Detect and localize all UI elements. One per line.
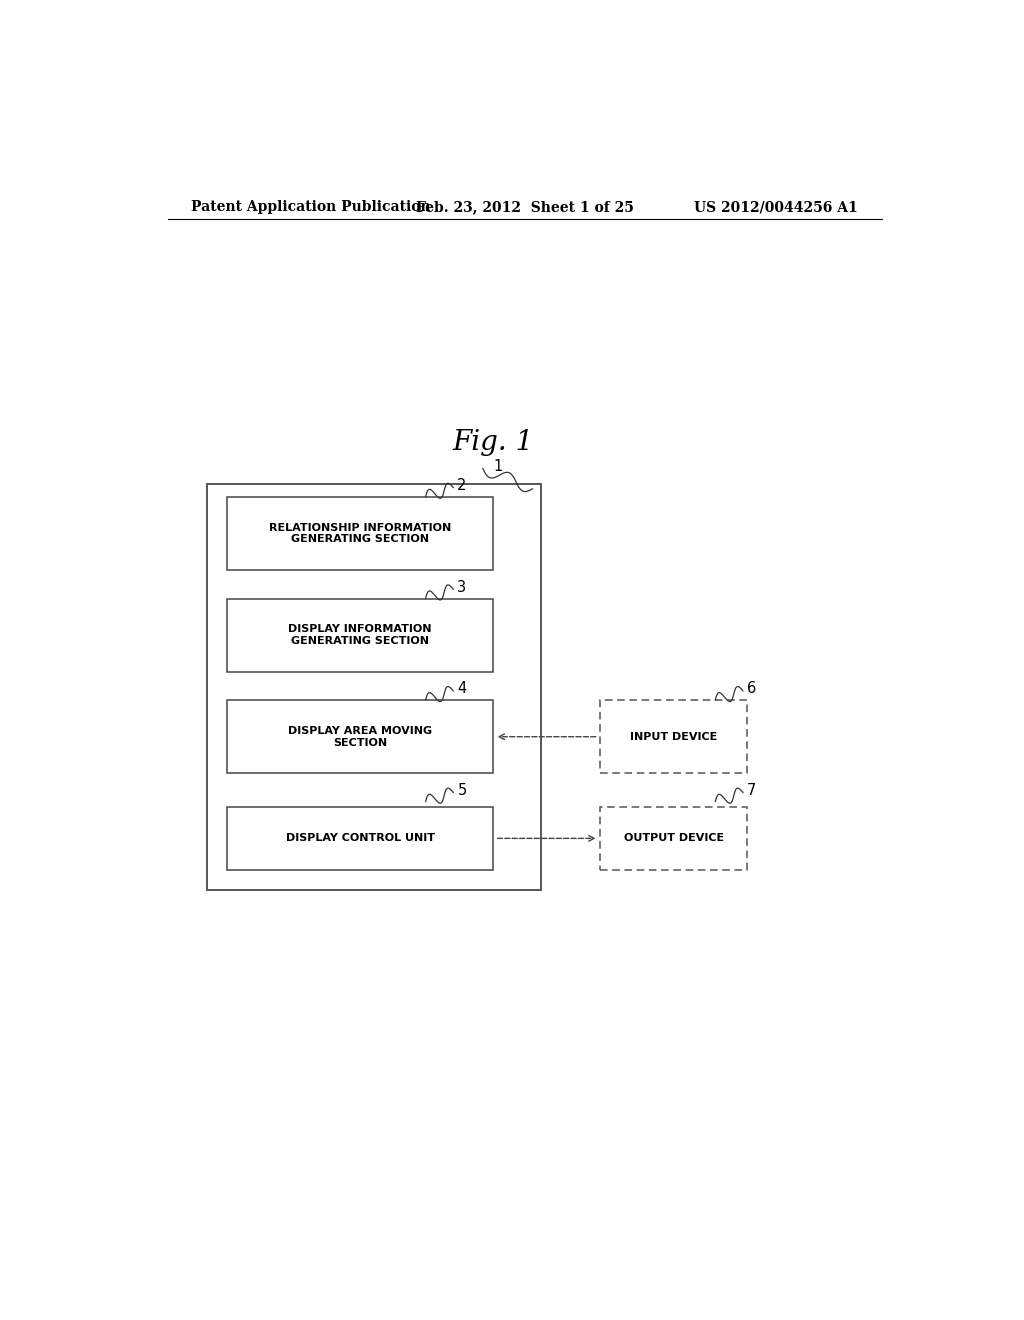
Bar xyxy=(600,807,748,870)
Text: 1: 1 xyxy=(494,459,503,474)
Text: INPUT DEVICE: INPUT DEVICE xyxy=(630,731,717,742)
Bar xyxy=(227,496,494,570)
Text: 7: 7 xyxy=(748,783,757,799)
Text: RELATIONSHIP INFORMATION
DISPLAY DEVICE: RELATIONSHIP INFORMATION DISPLAY DEVICE xyxy=(250,519,444,546)
Text: 2: 2 xyxy=(458,478,467,494)
Bar xyxy=(227,598,494,672)
Bar xyxy=(600,700,748,774)
Text: DISPLAY CONTROL UNIT: DISPLAY CONTROL UNIT xyxy=(286,833,434,843)
Text: Feb. 23, 2012  Sheet 1 of 25: Feb. 23, 2012 Sheet 1 of 25 xyxy=(416,201,634,214)
Text: DISPLAY AREA MOVING
SECTION: DISPLAY AREA MOVING SECTION xyxy=(288,726,432,747)
Text: 6: 6 xyxy=(748,681,757,697)
Text: RELATIONSHIP INFORMATION
GENERATING SECTION: RELATIONSHIP INFORMATION GENERATING SECT… xyxy=(269,523,452,544)
Text: 4: 4 xyxy=(458,681,467,697)
Text: Fig. 1: Fig. 1 xyxy=(453,429,534,457)
Text: OUTPUT DEVICE: OUTPUT DEVICE xyxy=(624,833,724,843)
Bar xyxy=(227,700,494,774)
Text: US 2012/0044256 A1: US 2012/0044256 A1 xyxy=(694,201,858,214)
Bar xyxy=(207,483,541,890)
Text: DISPLAY INFORMATION
GENERATING SECTION: DISPLAY INFORMATION GENERATING SECTION xyxy=(289,624,432,645)
Text: 5: 5 xyxy=(458,783,467,799)
Bar xyxy=(227,807,494,870)
Text: 3: 3 xyxy=(458,579,467,595)
Text: Patent Application Publication: Patent Application Publication xyxy=(191,201,431,214)
